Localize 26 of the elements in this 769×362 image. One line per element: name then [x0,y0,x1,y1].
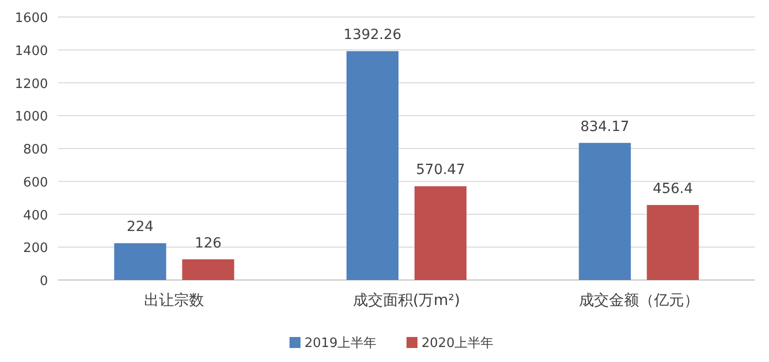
y-tick-label: 600 [23,175,48,190]
y-tick-label: 1400 [14,44,48,59]
y-tick-label: 200 [23,241,48,256]
legend-label: 2019上半年 [304,336,377,351]
bar [578,142,631,280]
data-label: 224 [126,219,154,236]
y-tick-label: 800 [23,142,48,158]
data-label: 570.47 [416,162,465,178]
y-tick-label: 1000 [14,110,48,125]
data-label: 126 [194,235,222,252]
x-tick-label: 成交金额（亿元） [578,291,699,309]
y-tick-label: 1200 [14,76,48,92]
bar [182,259,234,280]
data-label: 1392.26 [344,27,402,44]
bar [114,243,166,280]
x-tick-label: 出让宗数 [144,291,204,309]
data-label: 456.4 [652,180,693,197]
y-tick-label: 0 [40,274,48,289]
x-tick-label: 成交面积(万m²) [352,291,460,309]
bar [346,51,398,280]
y-tick-label: 1600 [14,11,48,26]
legend-label: 2020上半年 [422,336,494,351]
data-label: 834.17 [580,118,630,135]
bar [414,186,466,280]
y-tick-label: 400 [23,208,48,224]
bar [646,204,699,280]
